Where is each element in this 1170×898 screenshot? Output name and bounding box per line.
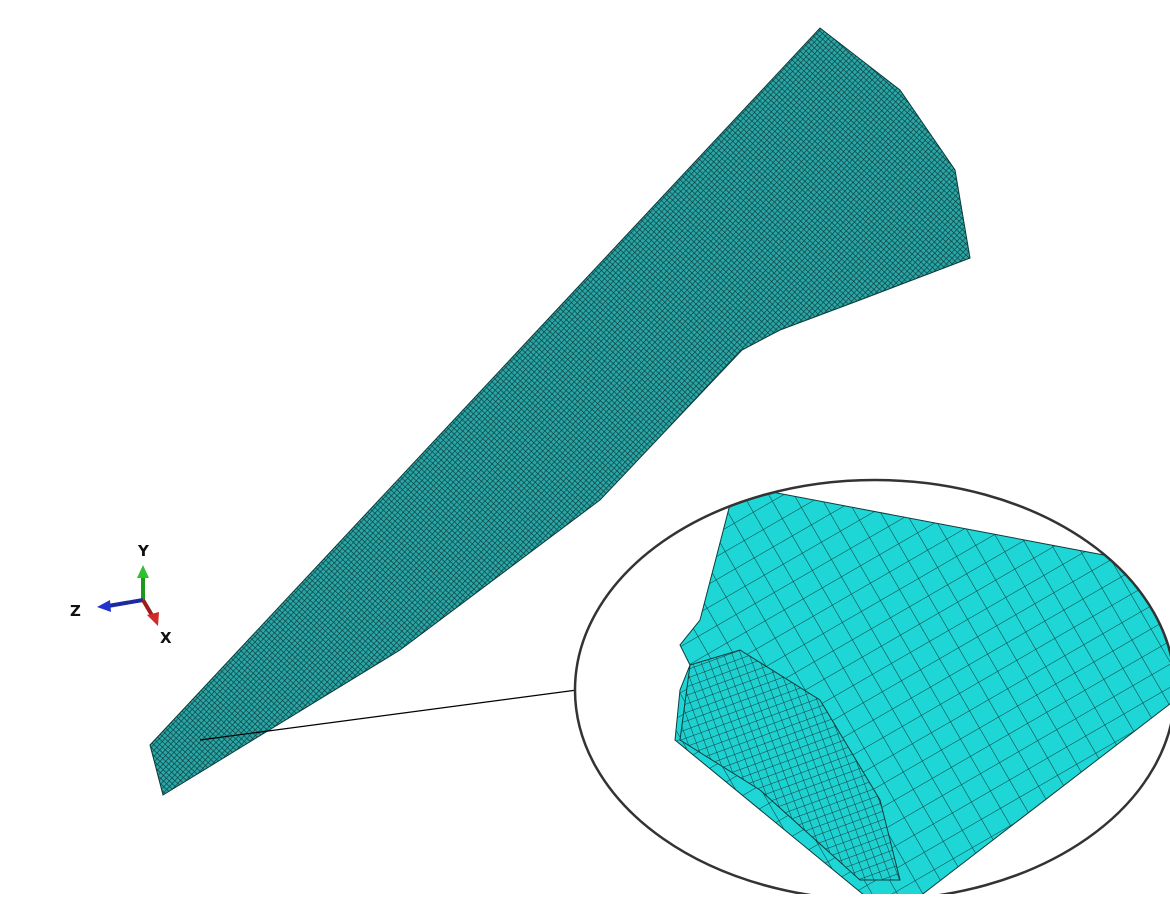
zoom-connector — [199, 689, 578, 741]
y-label: Y — [137, 542, 150, 560]
inset-border — [573, 478, 1170, 898]
x-label: X — [160, 629, 172, 647]
x-arrowhead — [147, 612, 159, 626]
z-arrowhead — [97, 600, 111, 612]
z-label: Z — [70, 602, 81, 620]
axis-triad: Y Z X — [70, 542, 172, 647]
inset-dense-mesh — [679, 649, 901, 881]
blade-mesh — [149, 27, 971, 796]
zoom-inset — [575, 480, 1170, 898]
z-axis-arrow — [107, 598, 144, 608]
y-arrowhead — [137, 565, 149, 578]
